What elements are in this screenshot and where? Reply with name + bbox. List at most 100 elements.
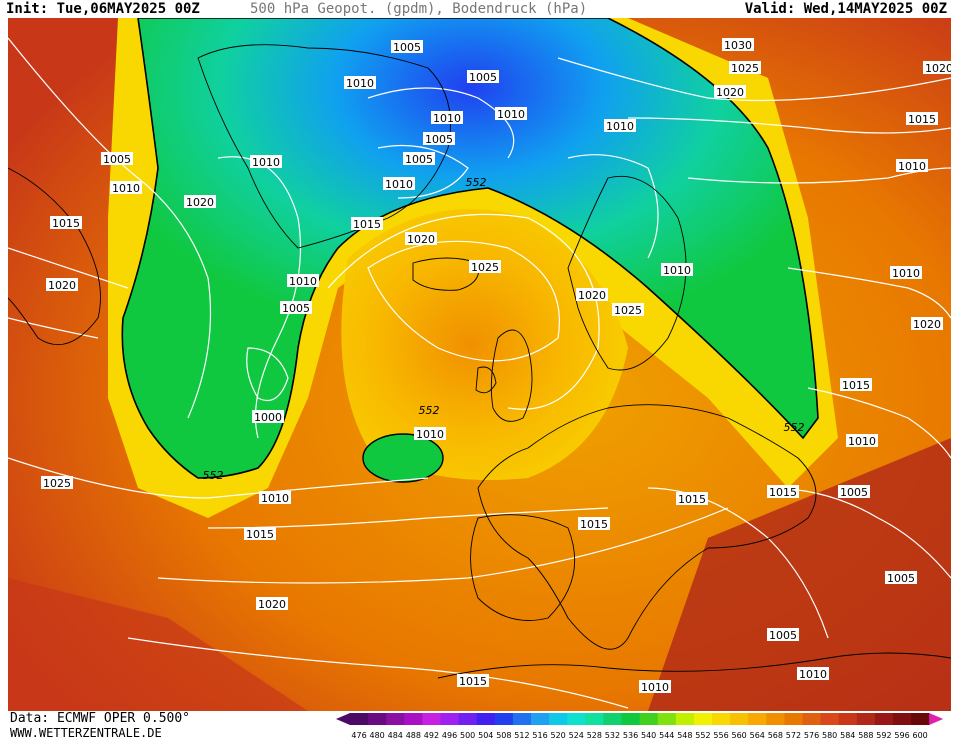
isobar-label: 1020 — [405, 232, 437, 246]
legend-tick-label: 540 — [641, 731, 656, 740]
isobar-label: 1000 — [252, 410, 284, 424]
svg-text:1005: 1005 — [887, 572, 915, 585]
legend-tick-label: 488 — [406, 731, 421, 740]
svg-text:1020: 1020 — [186, 196, 214, 209]
legend-tick-label: 564 — [750, 731, 765, 740]
hot-southwest-field — [8, 578, 308, 711]
isobar-label: 1010 — [414, 427, 446, 441]
isobar-label: 1010 — [890, 266, 922, 280]
isobar-label: 1020 — [46, 278, 78, 292]
cold-trough-field — [121, 18, 819, 479]
greenland-coast — [197, 44, 451, 249]
footer-bar: Data: ECMWF OPER 0.500° WWW.WETTERZENTRA… — [0, 711, 959, 741]
legend-swatch — [820, 713, 840, 725]
isobar-label: 1015 — [351, 217, 383, 231]
isobar-line — [127, 637, 629, 709]
legend-tick-label: 532 — [605, 731, 620, 740]
chart-title: 500 hPa Geopot. (gpdm), Bodendruck (hPa) — [250, 1, 588, 17]
isobar-label: 1015 — [906, 112, 938, 126]
legend-swatch — [621, 713, 641, 725]
header-bar: Init: Tue,06MAY2025 00Z 500 hPa Geopot. … — [0, 0, 959, 18]
isobar-label: 1010 — [431, 111, 463, 125]
isobar-label: 1025 — [41, 476, 73, 490]
svg-text:1010: 1010 — [898, 160, 926, 173]
isobar-labels: 1005 1010 1005 1010 1010 1010 1005 1005 1010 1015… — [41, 38, 951, 694]
legend-tick-label: 492 — [424, 731, 439, 740]
svg-text:1010: 1010 — [385, 178, 413, 191]
legend-tick-label: 588 — [858, 731, 873, 740]
svg-text:1015: 1015 — [678, 493, 706, 506]
isobar-label: 1030 — [722, 38, 754, 52]
isobar-line — [807, 387, 951, 459]
legend-swatch — [603, 713, 622, 725]
isobar-label: 1015 — [244, 527, 276, 541]
africa-coast — [437, 652, 951, 679]
legend-swatch — [567, 713, 586, 725]
legend-tick-label: 552 — [695, 731, 710, 740]
isobar-label: 1010 — [846, 434, 878, 448]
legend-tick-label: 508 — [496, 731, 511, 740]
svg-text:1010: 1010 — [848, 435, 876, 448]
legend-tick-label: 480 — [370, 731, 385, 740]
legend-tick-label: 568 — [768, 731, 783, 740]
isobar-label: 1005 — [391, 40, 423, 54]
legend-arrow-left — [336, 713, 350, 725]
legend-swatch — [802, 713, 822, 725]
isobar-label: 1005 — [101, 152, 133, 166]
svg-text:1020: 1020 — [258, 598, 286, 611]
legend-tick-label: 576 — [804, 731, 819, 740]
svg-text:1010: 1010 — [112, 182, 140, 195]
britain-coast — [490, 329, 533, 422]
isobar-label: 1010 — [110, 181, 142, 195]
color-legend: 476 480 484 488 492 496 500 504 508 512 516 520 524 5… — [336, 713, 944, 740]
isobar-label: 1005 — [467, 70, 499, 84]
svg-text:1025: 1025 — [43, 477, 71, 490]
legend-swatch — [476, 713, 496, 725]
svg-text:1005: 1005 — [469, 71, 497, 84]
height-labels: 552 552 552 552 — [203, 176, 805, 482]
legend-tick-label: 484 — [388, 731, 403, 740]
svg-text:1005: 1005 — [282, 302, 310, 315]
isobar-label: 1010 — [383, 177, 415, 191]
isobar-label: 1005 — [280, 301, 312, 315]
isobar-label: 1010 — [661, 263, 693, 277]
isobar-label: 1015 — [840, 378, 872, 392]
isobar-label: 1010 — [287, 274, 319, 288]
north-america-coast — [8, 167, 101, 346]
isobar-label: 1025 — [612, 303, 644, 317]
isobar-line — [377, 144, 469, 199]
coastlines — [8, 44, 951, 679]
svg-text:1005: 1005 — [405, 153, 433, 166]
legend-swatch — [440, 713, 460, 725]
svg-text:1005: 1005 — [769, 629, 797, 642]
isobar-label: 1025 — [729, 61, 761, 75]
svg-text:1015: 1015 — [842, 379, 870, 392]
iceland-coast — [412, 257, 480, 291]
isobar-line — [8, 37, 212, 419]
legend-swatch — [893, 713, 912, 725]
cutoff-low-field — [362, 433, 444, 483]
website-label: WWW.WETTERZENTRALE.DE — [10, 726, 162, 740]
legend-swatch — [657, 713, 677, 725]
svg-text:1010: 1010 — [289, 275, 317, 288]
svg-text:1020: 1020 — [716, 86, 744, 99]
legend-swatch — [350, 713, 369, 725]
data-source-label: Data: ECMWF OPER 0.500° — [10, 711, 191, 726]
svg-text:1005: 1005 — [103, 153, 131, 166]
legend-tick-label: 520 — [551, 731, 566, 740]
legend-tick-label: 512 — [514, 731, 529, 740]
legend-tick-label: 516 — [532, 731, 547, 740]
isobar-line — [787, 267, 951, 319]
legend-swatch — [766, 713, 785, 725]
legend-tick-label: 592 — [876, 731, 891, 740]
isobar-lines — [8, 37, 951, 709]
isobar-line — [8, 317, 99, 339]
legend-swatch — [639, 713, 659, 725]
svg-text:1015: 1015 — [52, 217, 80, 230]
svg-text:1025: 1025 — [614, 304, 642, 317]
isobar-label: 1010 — [250, 155, 282, 169]
svg-text:1010: 1010 — [606, 120, 634, 133]
legend-tick-label: 556 — [713, 731, 728, 740]
europe-coast — [477, 404, 817, 650]
legend-swatch — [386, 713, 405, 725]
